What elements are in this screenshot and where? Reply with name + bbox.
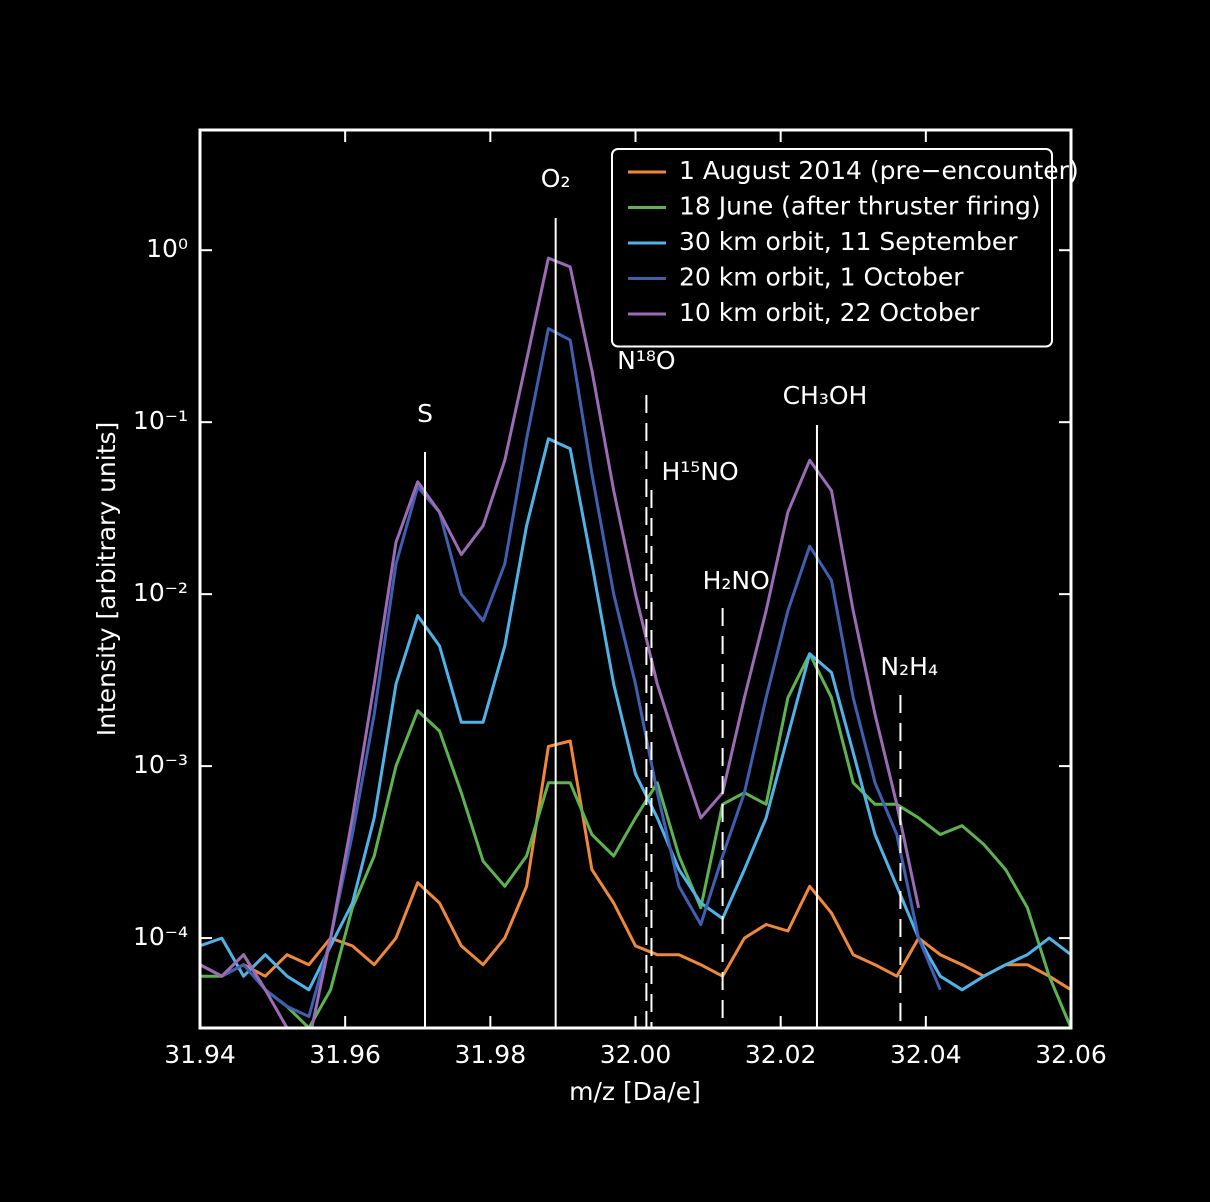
x-tick-label: 31.94	[164, 1040, 236, 1069]
x-tick-label: 31.98	[455, 1040, 527, 1069]
annotation-label: CH₃OH	[783, 381, 868, 410]
y-tick-label: 10⁰	[146, 234, 188, 263]
y-tick-label: 10⁻⁴	[133, 922, 188, 951]
series-line	[200, 739, 1071, 992]
x-tick-label: 32.00	[600, 1040, 672, 1069]
y-tick-label: 10⁻³	[133, 750, 188, 779]
x-axis-label: m/z [Da/e]	[569, 1077, 701, 1106]
x-tick-label: 32.06	[1035, 1040, 1107, 1069]
series-line	[200, 437, 1071, 992]
x-tick-label: 32.04	[890, 1040, 962, 1069]
legend-label: 10 km orbit, 22 October	[679, 298, 980, 327]
annotation-label: H¹⁵NO	[661, 457, 738, 486]
x-tick-label: 32.02	[745, 1040, 817, 1069]
legend-box	[611, 148, 1053, 348]
annotation-label: N¹⁸O	[617, 346, 675, 375]
annotation-label: S	[417, 399, 433, 428]
x-tick-label: 31.96	[309, 1040, 381, 1069]
series-line	[200, 652, 1071, 1028]
legend-label: 18 June (after thruster firing)	[679, 192, 1041, 221]
legend-label: 20 km orbit, 1 October	[679, 263, 964, 292]
y-tick-label: 10⁻¹	[133, 406, 188, 435]
legend-label: 30 km orbit, 11 September	[679, 227, 1018, 256]
legend-label: 1 August 2014 (pre−encounter)	[679, 156, 1079, 185]
y-axis-label: Intensity [arbitrary units]	[92, 422, 121, 737]
series-line	[200, 256, 921, 1028]
y-tick-label: 10⁻²	[133, 578, 188, 607]
annotation-label: H₂NO	[703, 566, 770, 595]
annotation-label: N₂H₄	[880, 652, 938, 681]
annotation-label: O₂	[541, 164, 571, 193]
plot-frame	[198, 128, 1073, 1030]
